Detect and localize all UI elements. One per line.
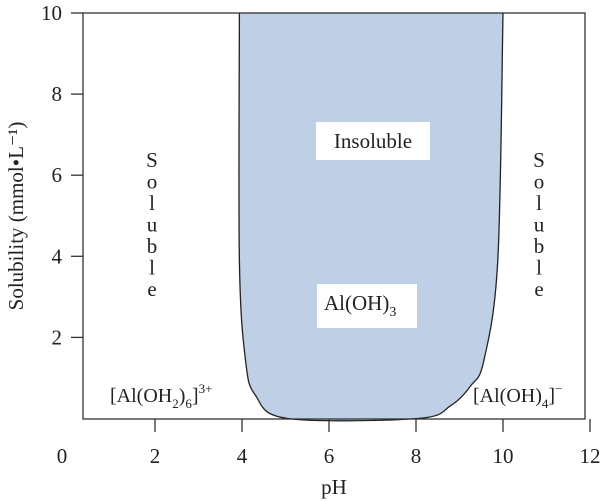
y-tick-label: 8 xyxy=(52,82,63,106)
y-tick-label: 4 xyxy=(52,244,63,268)
x-tick-label: 2 xyxy=(150,444,161,468)
aloh3-label: Al(OH)3 xyxy=(324,291,396,320)
y-tick-label: 10 xyxy=(41,1,62,25)
anion-label: [Al(OH)4]− xyxy=(473,381,562,411)
x-tick-label: 10 xyxy=(493,444,514,468)
y-tick-label: 6 xyxy=(52,163,63,187)
insoluble-region xyxy=(238,12,504,422)
insoluble-label-box xyxy=(316,122,430,160)
cation-label: [Al(OH2)6]3+ xyxy=(110,381,212,411)
x-tick-label: 12 xyxy=(580,444,601,468)
x-tick-label: 6 xyxy=(324,444,335,468)
x-tick-label: 4 xyxy=(237,444,248,468)
y-tick-label: 2 xyxy=(52,325,63,349)
y-axis-label: Solubility (mmol•L⁻¹) xyxy=(4,122,28,311)
aloh3-label-box xyxy=(317,284,417,328)
plot-frame xyxy=(82,12,586,420)
x-axis-label: pH xyxy=(321,475,347,499)
x-tick-label: 8 xyxy=(411,444,422,468)
insoluble-label: Insoluble xyxy=(334,129,412,153)
x-tick-label: 0 xyxy=(57,444,68,468)
